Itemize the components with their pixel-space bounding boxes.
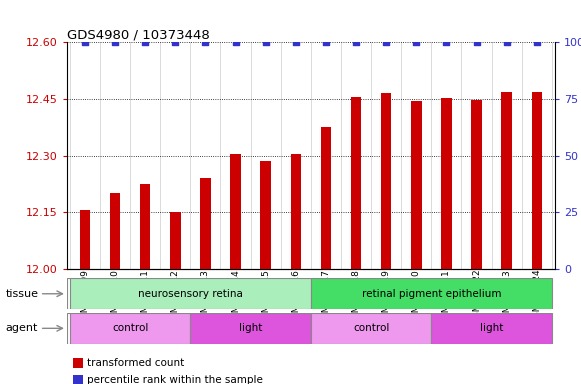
Point bbox=[141, 39, 150, 45]
Text: GDS4980 / 10373448: GDS4980 / 10373448 bbox=[67, 28, 210, 41]
Point bbox=[352, 39, 361, 45]
Text: retinal pigment epithelium: retinal pigment epithelium bbox=[361, 289, 501, 299]
Text: percentile rank within the sample: percentile rank within the sample bbox=[87, 375, 263, 384]
Bar bbox=[191, 313, 311, 344]
Bar bbox=[70, 313, 191, 344]
Text: control: control bbox=[112, 323, 148, 333]
Bar bbox=[501, 93, 512, 269]
Text: agent: agent bbox=[6, 323, 38, 333]
Bar bbox=[290, 154, 301, 269]
Bar bbox=[140, 184, 150, 269]
Point bbox=[291, 39, 300, 45]
Bar bbox=[351, 97, 361, 269]
Point bbox=[472, 39, 481, 45]
Bar bbox=[532, 93, 542, 269]
Point bbox=[382, 39, 391, 45]
Bar bbox=[381, 93, 392, 269]
Point bbox=[231, 39, 240, 45]
Point bbox=[201, 39, 210, 45]
Bar bbox=[80, 210, 90, 269]
Text: neurosensory retina: neurosensory retina bbox=[138, 289, 243, 299]
Bar bbox=[260, 161, 271, 269]
Point bbox=[442, 39, 451, 45]
Point bbox=[80, 39, 89, 45]
Point bbox=[502, 39, 511, 45]
Point bbox=[321, 39, 331, 45]
Point bbox=[110, 39, 120, 45]
Bar bbox=[230, 154, 241, 269]
Bar bbox=[311, 313, 431, 344]
Bar bbox=[431, 313, 552, 344]
Text: tissue: tissue bbox=[6, 289, 39, 299]
Text: light: light bbox=[480, 323, 503, 333]
Point bbox=[261, 39, 270, 45]
Bar bbox=[200, 178, 211, 269]
Bar bbox=[411, 101, 422, 269]
Point bbox=[171, 39, 180, 45]
Text: control: control bbox=[353, 323, 389, 333]
Text: light: light bbox=[239, 323, 262, 333]
Bar bbox=[70, 278, 311, 309]
Point bbox=[532, 39, 541, 45]
Bar bbox=[170, 212, 181, 269]
Bar bbox=[321, 127, 331, 269]
Text: transformed count: transformed count bbox=[87, 358, 184, 368]
Bar bbox=[471, 100, 482, 269]
Point bbox=[411, 39, 421, 45]
Bar bbox=[311, 278, 552, 309]
Bar bbox=[441, 98, 451, 269]
Bar bbox=[110, 193, 120, 269]
